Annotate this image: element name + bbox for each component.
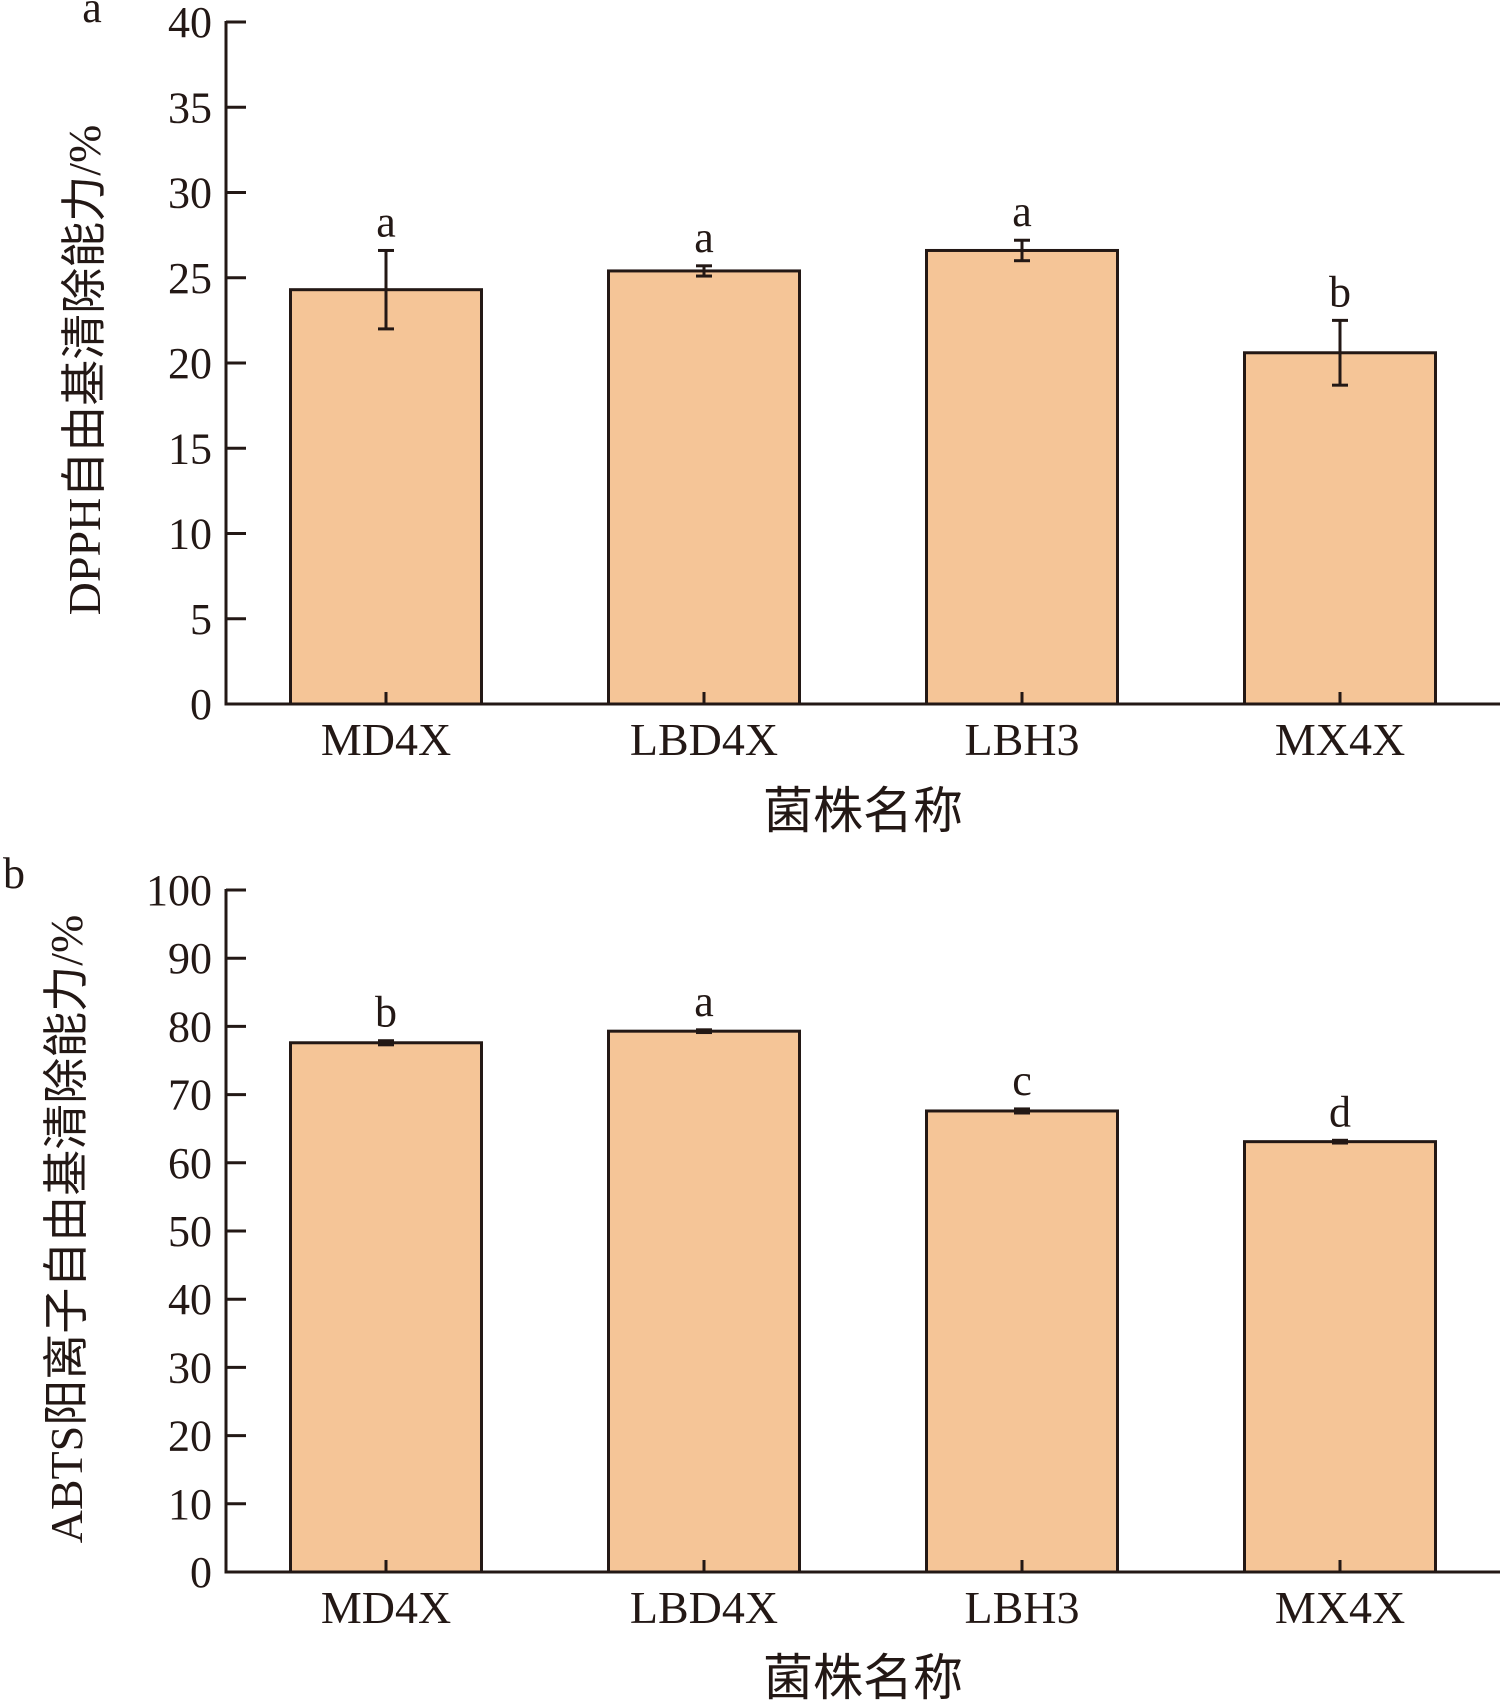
chart-panel-a: a MD4X a LBD4X a LBH3 b MX4X 0 5 10 15 20 25 30 35 40 菌株名… [59, 0, 1500, 839]
error-bar [1014, 238, 1030, 263]
error-bar [1332, 318, 1348, 387]
bar-LBD4X [607, 269, 801, 706]
bar-MX4X [1243, 351, 1437, 706]
significance-label: c [1012, 1056, 1032, 1105]
error-bar [1332, 1138, 1348, 1145]
significance-label: b [375, 988, 397, 1037]
x-tick-label: MX4X [1275, 1582, 1405, 1633]
y-tick-label: 40 [168, 1275, 212, 1324]
y-axis-title: DPPH自由基清除能力/% [59, 125, 110, 616]
bar-LBH3 [925, 248, 1119, 706]
y-axis-title: ABTS阳离子自由基清除能力/% [41, 915, 92, 1544]
y-tick-label: 10 [168, 510, 212, 559]
bar-MD4X [289, 288, 483, 706]
y-tick-label: 25 [168, 254, 212, 303]
x-tick-label: MD4X [321, 1582, 451, 1633]
y-tick-label: 30 [168, 169, 212, 218]
significance-label: a [694, 213, 714, 262]
y-tick-label: 100 [146, 866, 212, 915]
x-tick-label: LBD4X [630, 714, 778, 765]
x-axis-title: 菌株名称 [763, 783, 963, 839]
significance-label: a [376, 197, 396, 246]
bar-MD4X [289, 1041, 483, 1574]
x-tick-label: LBH3 [965, 1582, 1080, 1633]
y-tick-label: 0 [190, 1548, 212, 1597]
x-axis-title: 菌株名称 [763, 1650, 963, 1705]
significance-label: a [694, 977, 714, 1026]
bar-LBD4X [607, 1029, 801, 1574]
error-bar [696, 264, 712, 278]
x-tick-label: LBH3 [965, 714, 1080, 765]
y-tick-label: 5 [190, 595, 212, 644]
y-tick-label: 0 [190, 680, 212, 729]
chart-panel-b: b MD4X a LBD4X c LBH3 d MX4X 0 10 20 30 40 50 60 70 80 90… [3, 849, 1500, 1705]
bar-LBH3 [925, 1109, 1119, 1574]
y-tick-label: 20 [168, 1412, 212, 1461]
bar-MX4X [1243, 1140, 1437, 1574]
error-bar [378, 248, 394, 331]
panel-label: b [3, 849, 25, 898]
error-bar [1014, 1107, 1030, 1115]
significance-label: a [1012, 187, 1032, 236]
y-tick-label: 60 [168, 1139, 212, 1188]
y-tick-label: 90 [168, 934, 212, 983]
panel-label: a [82, 0, 102, 32]
x-tick-label: LBD4X [630, 1582, 778, 1633]
y-tick-label: 20 [168, 339, 212, 388]
y-tick-label: 80 [168, 1002, 212, 1051]
significance-label: b [1329, 267, 1351, 316]
y-tick-label: 10 [168, 1480, 212, 1529]
y-tick-label: 35 [168, 83, 212, 132]
error-bar [696, 1028, 712, 1035]
x-tick-label: MX4X [1275, 714, 1405, 765]
error-bar [378, 1039, 394, 1047]
y-tick-label: 15 [168, 424, 212, 473]
y-tick-label: 70 [168, 1071, 212, 1120]
significance-label: d [1329, 1087, 1351, 1136]
y-tick-label: 50 [168, 1207, 212, 1256]
y-tick-label: 40 [168, 0, 212, 47]
y-tick-label: 30 [168, 1343, 212, 1392]
x-tick-label: MD4X [321, 714, 451, 765]
